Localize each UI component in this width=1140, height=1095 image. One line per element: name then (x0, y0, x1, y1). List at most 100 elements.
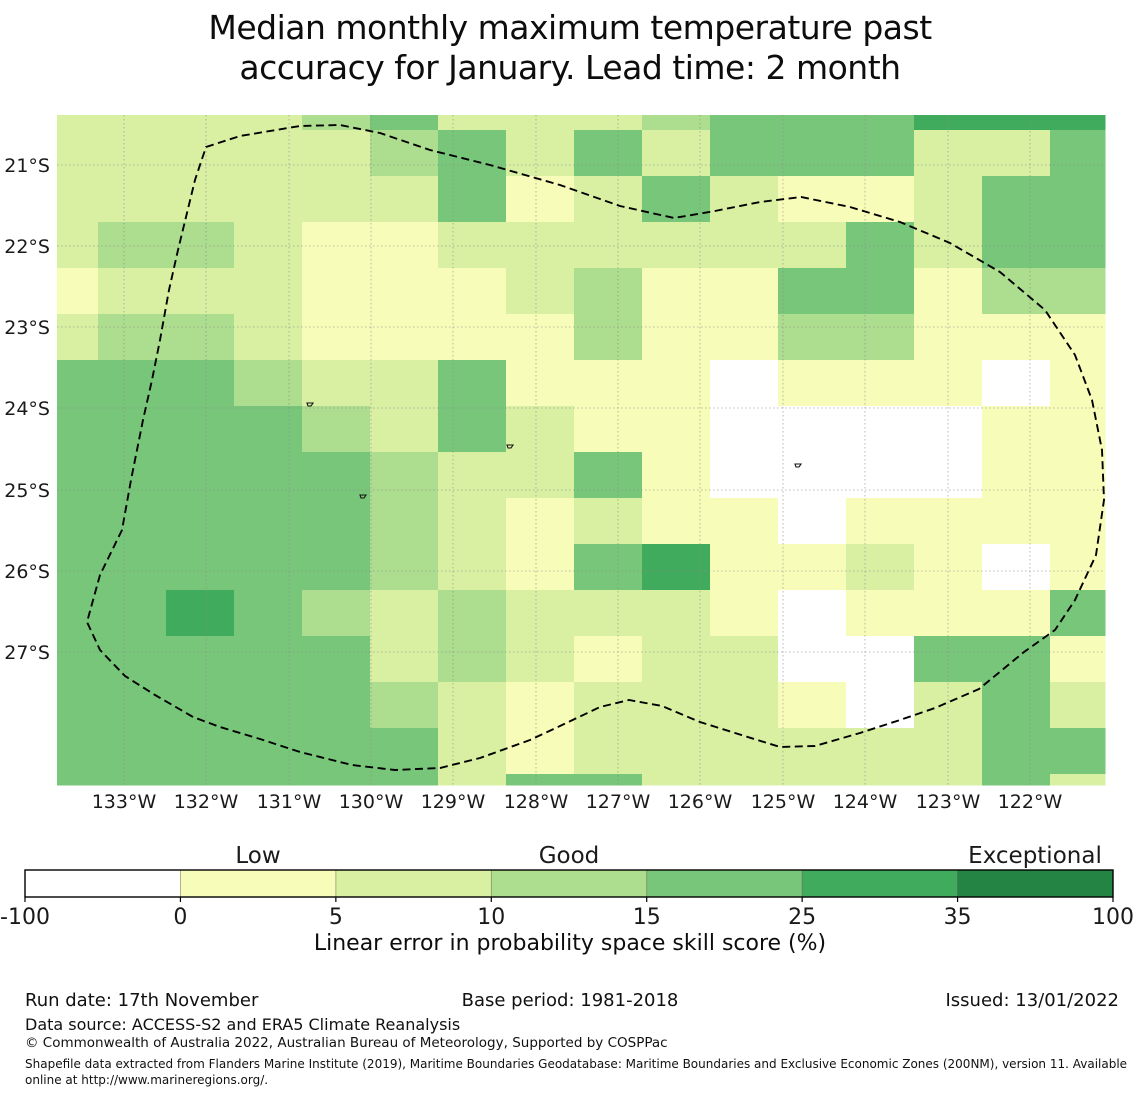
heatmap-cell (642, 774, 711, 786)
heatmap-cell (57, 590, 99, 637)
heatmap-cell (370, 268, 439, 315)
heatmap-cell (710, 452, 779, 499)
heatmap-cell (642, 590, 711, 637)
heatmap-cell (710, 176, 779, 223)
heatmap-cell (57, 498, 99, 545)
heatmap-cell (778, 222, 847, 269)
heatmap-cell (234, 115, 303, 131)
colorbar-segment (646, 870, 803, 897)
heatmap-cell (914, 498, 983, 545)
heatmap-cell (98, 774, 167, 786)
heatmap-cell (302, 728, 371, 775)
heatmap-cell (438, 130, 507, 177)
heatmap-cell (710, 544, 779, 591)
island-mark (506, 444, 515, 449)
heatmap-cell (370, 115, 439, 131)
colorbar-zone-label: Low (235, 843, 280, 869)
heatmap-cell (166, 728, 235, 775)
heatmap-cell (982, 314, 1051, 361)
heatmap-cell (982, 774, 1051, 786)
heatmap-cell (57, 130, 99, 177)
longitude-tick-label: 133°W (92, 791, 157, 813)
heatmap-cell (846, 590, 915, 637)
longitude-tick-labels: 133°W 132°W 131°W 130°W 129°W 128°W 127°W 126°W… (92, 791, 1063, 813)
heatmap-cell (57, 682, 99, 729)
heatmap-cell (574, 590, 643, 637)
heatmap-cell (1050, 774, 1106, 786)
heatmap-cell (438, 498, 507, 545)
colorbar: -100 0 5 10 15 25 35 100 Low Good Exceptional (0, 843, 1134, 930)
heatmap-cell (574, 452, 643, 499)
heatmap-cell (778, 774, 847, 786)
heatmap-cell (234, 682, 303, 729)
heatmap-cell (302, 452, 371, 499)
colorbar-outline (24, 869, 1114, 898)
heatmap-cell (710, 636, 779, 683)
heatmap-cell (370, 406, 439, 453)
heatmap-cell (846, 268, 915, 315)
heatmap-cell (57, 268, 99, 315)
heatmap-cell (57, 222, 99, 269)
heatmap-cell (778, 130, 847, 177)
heatmap-cell (574, 774, 643, 786)
heatmap-cell (166, 544, 235, 591)
heatmap-cell (982, 590, 1051, 637)
heatmap-cell (642, 268, 711, 315)
latitude-tick-label: 25°S (4, 480, 50, 502)
heatmap-cell (370, 774, 439, 786)
heatmap-cell (778, 360, 847, 407)
heatmap-cell (302, 115, 371, 131)
heatmap-cell (234, 406, 303, 453)
heatmap-cell (166, 590, 235, 637)
heatmap-cell (846, 636, 915, 683)
heatmap-cell (914, 406, 983, 453)
heatmap-cell (846, 774, 915, 786)
latlon-gridlines (57, 115, 1105, 785)
heatmap-cell (506, 774, 575, 786)
heatmap-cell (302, 498, 371, 545)
heatmap-cell (778, 406, 847, 453)
heatmap-cell (642, 498, 711, 545)
heatmap-cell (506, 268, 575, 315)
heatmap-cell (710, 130, 779, 177)
heatmap-cell (710, 115, 779, 131)
colorbar-tick-label: 10 (477, 905, 505, 930)
heatmap-cell (574, 544, 643, 591)
longitude-tick-label: 131°W (257, 791, 322, 813)
heatmap-cell (370, 590, 439, 637)
heatmap-cell (574, 360, 643, 407)
heatmap-cell (98, 682, 167, 729)
heatmap-cell (846, 728, 915, 775)
island-mark (794, 463, 803, 468)
heatmap-cell (710, 314, 779, 361)
heatmap-cells (57, 115, 1106, 786)
heatmap-cell (1050, 130, 1106, 177)
heatmap-cell (778, 452, 847, 499)
heatmap-cell (57, 452, 99, 499)
heatmap-cell (438, 728, 507, 775)
heatmap-cell (710, 682, 779, 729)
heatmap-cell (574, 222, 643, 269)
heatmap-cell (710, 498, 779, 545)
heatmap-cell (574, 406, 643, 453)
heatmap-cell (574, 268, 643, 315)
heatmap-cell (234, 590, 303, 637)
colorbar-zone-label: Good (539, 843, 600, 869)
colorbar-tick-label: 25 (788, 905, 816, 930)
colorbar-tick-label: -100 (0, 905, 50, 930)
issued-date-text: Issued: 13/01/2022 (945, 990, 1119, 1011)
heatmap-cell (982, 268, 1051, 315)
heatmap-cell (506, 452, 575, 499)
shapefile-note-line2: online at http://www.marineregions.org/. (25, 1073, 269, 1087)
heatmap-cell (506, 130, 575, 177)
heatmap-cell (778, 498, 847, 545)
data-source-text: Data source: ACCESS-S2 and ERA5 Climate … (25, 1015, 461, 1034)
heatmap-cell (166, 360, 235, 407)
longitude-tick-label: 126°W (668, 791, 733, 813)
heatmap-cell (1050, 682, 1106, 729)
colorbar-segment (25, 870, 181, 897)
heatmap-cell (370, 498, 439, 545)
heatmap-cell (778, 314, 847, 361)
colorbar-segment (802, 870, 958, 897)
